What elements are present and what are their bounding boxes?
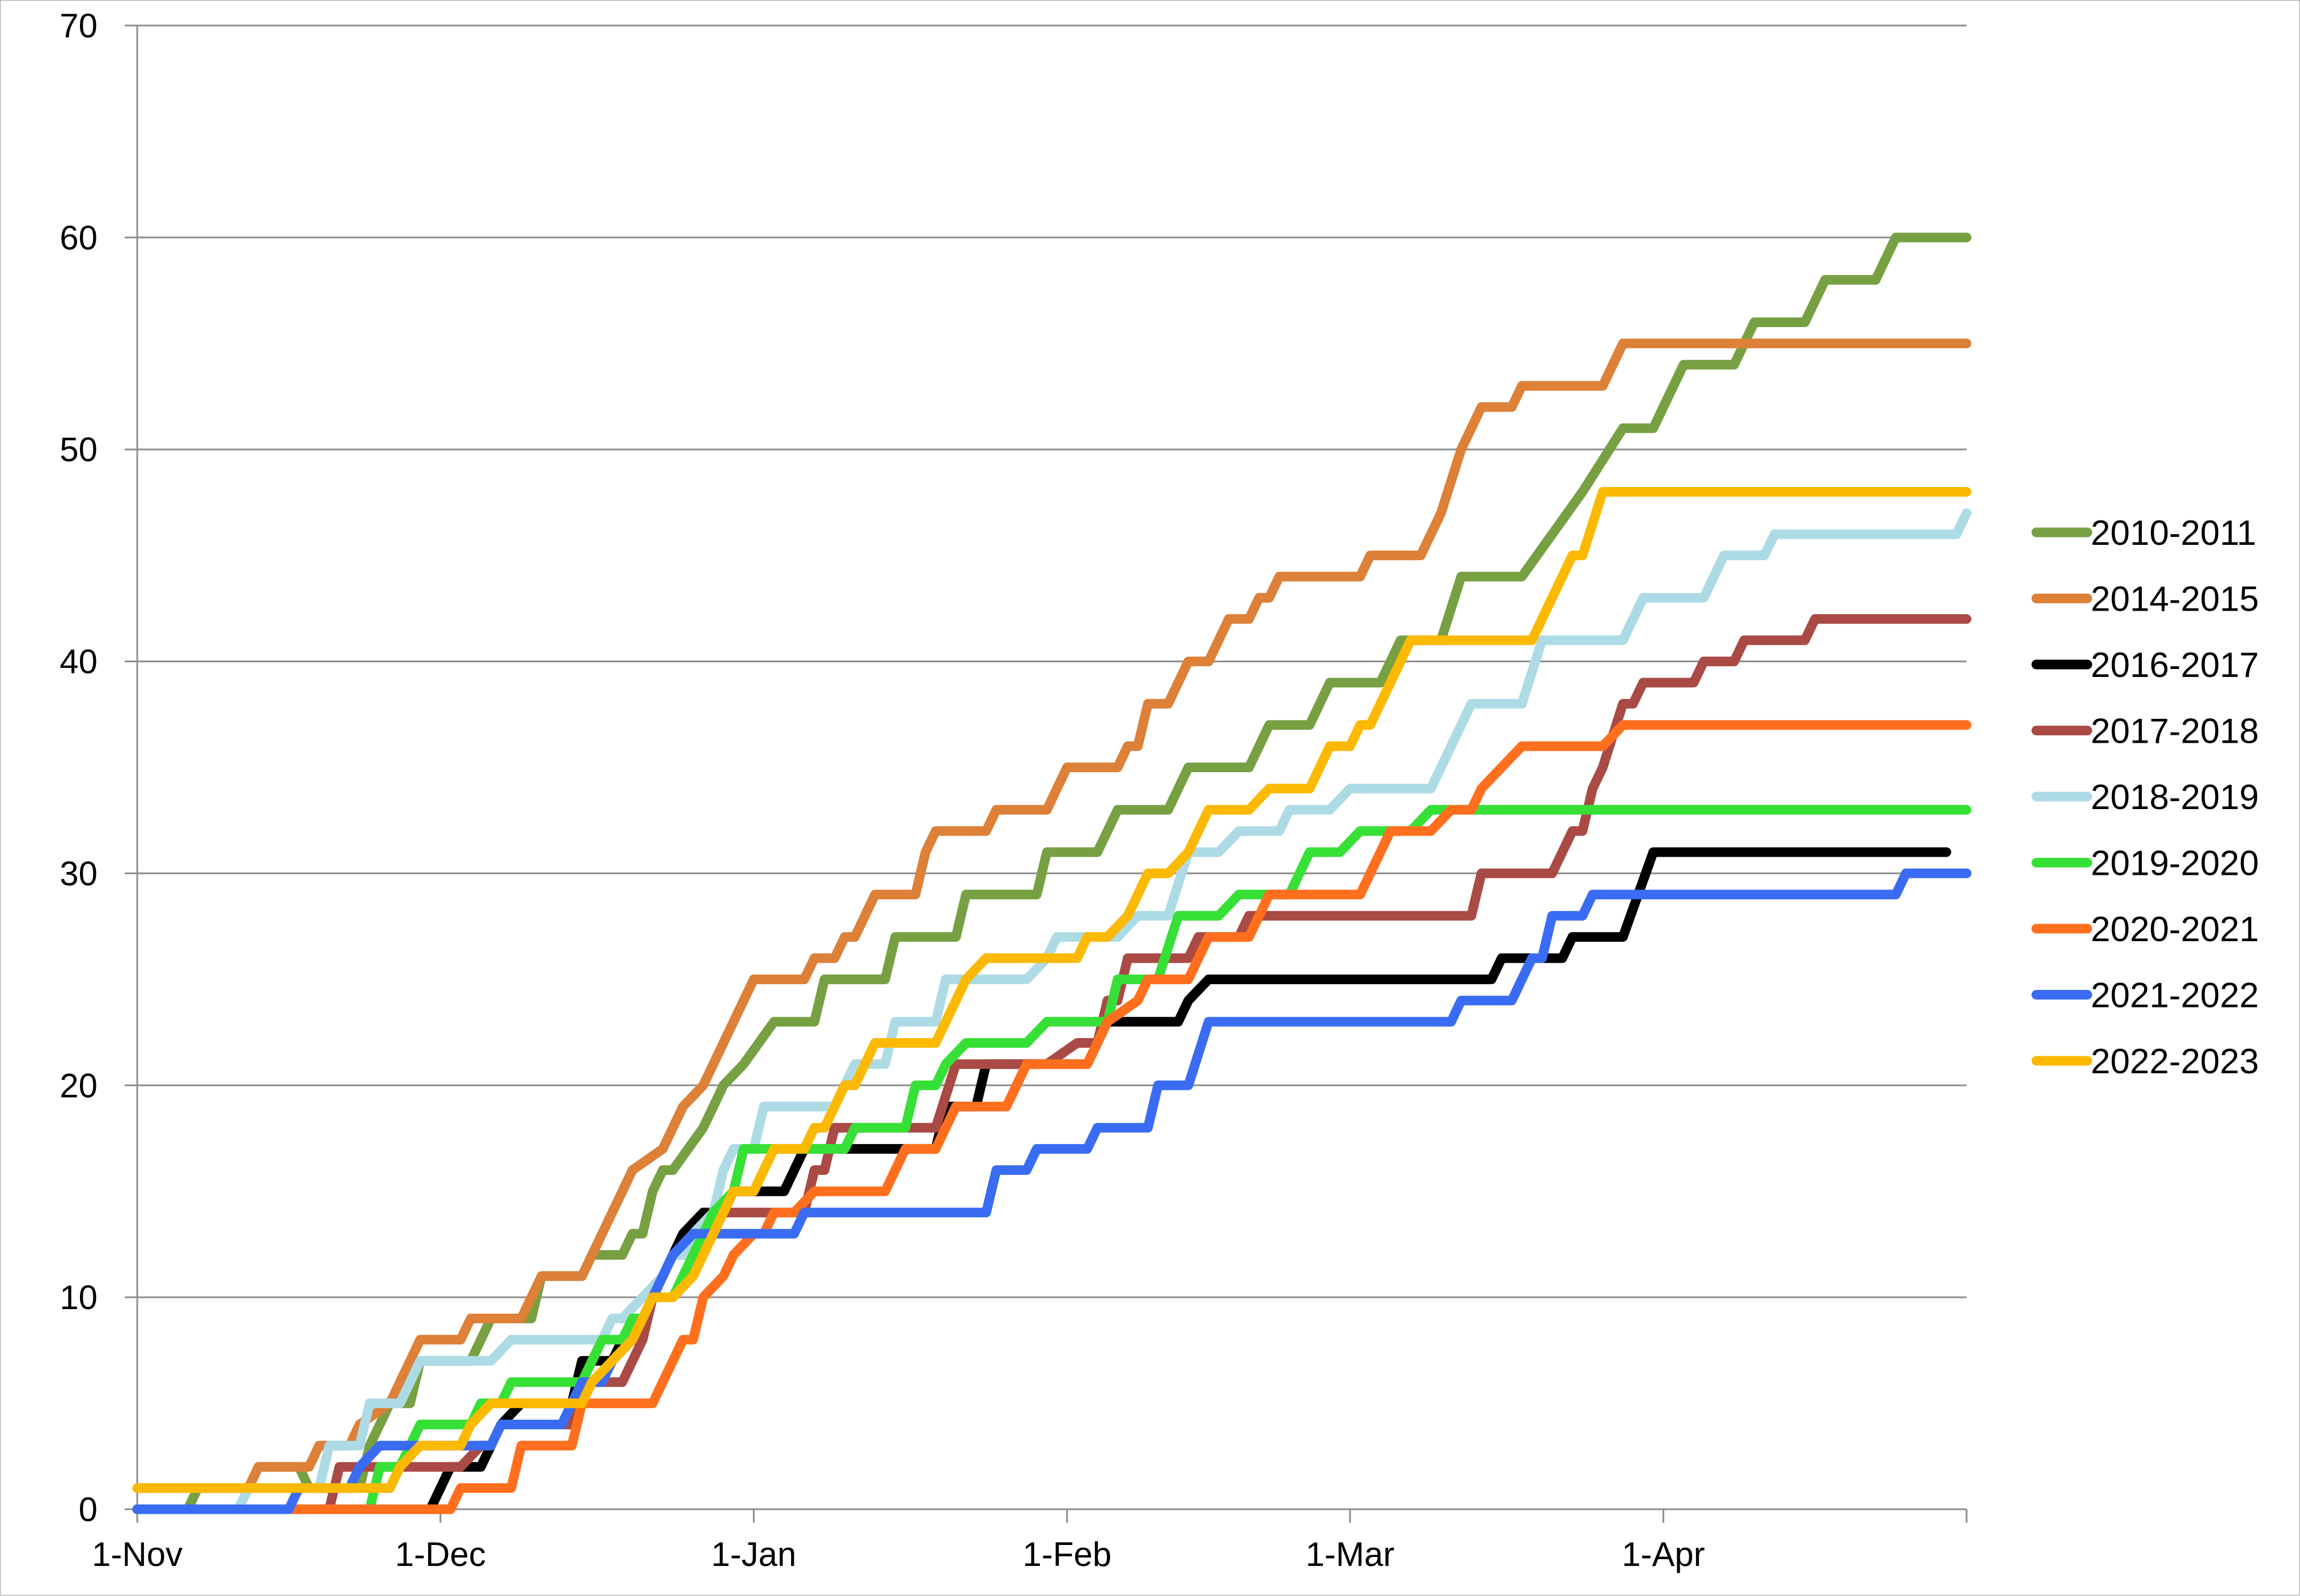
y-tick-label: 40 — [60, 643, 98, 681]
series-line-2016-2017 — [132, 847, 1951, 1514]
series-line-2020-2021 — [132, 720, 1972, 1514]
legend: 2010-2011 2014-2015 2016-2017 2017-2018 2018… — [2031, 514, 2259, 1081]
x-tick-label: 1-Nov — [92, 1535, 183, 1573]
x-tick-label: 1-Dec — [395, 1535, 486, 1573]
series-line-2021-2022 — [132, 868, 1972, 1514]
legend-label-2018-2019: 2018-2019 — [2091, 778, 2259, 817]
legend-label-2017-2018: 2017-2018 — [2091, 712, 2259, 751]
legend-label-2016-2017: 2016-2017 — [2091, 646, 2259, 685]
y-tick-label: 20 — [60, 1066, 98, 1104]
y-tick-label: 10 — [60, 1279, 98, 1316]
y-tick-label: 30 — [60, 854, 98, 892]
y-tick-label: 50 — [60, 431, 98, 469]
y-axis-tick-labels: 0 10 20 30 40 50 60 70 — [60, 7, 98, 1529]
horizontal-gridlines — [137, 24, 1967, 1298]
series-line-2014-2015 — [132, 338, 1972, 1493]
legend-label-2020-2021: 2020-2021 — [2091, 910, 2259, 949]
axes — [125, 24, 1968, 1523]
series-line-2022-2023 — [132, 487, 1972, 1493]
x-tick-label: 1-Jan — [711, 1535, 796, 1573]
x-tick-label: 1-Mar — [1305, 1535, 1394, 1573]
legend-label-2014-2015: 2014-2015 — [2091, 580, 2259, 619]
y-tick-label: 0 — [79, 1491, 98, 1529]
legend-label-2019-2020: 2019-2020 — [2091, 844, 2259, 883]
legend-label-2022-2023: 2022-2023 — [2091, 1042, 2259, 1081]
x-tick-label: 1-Apr — [1622, 1535, 1705, 1573]
legend-label-2021-2022: 2021-2022 — [2091, 976, 2259, 1015]
series-lines — [132, 232, 1972, 1514]
x-tick-label: 1-Feb — [1022, 1535, 1111, 1573]
series-line-2019-2020 — [132, 805, 1972, 1514]
y-tick-label: 70 — [60, 7, 98, 45]
x-axis-tick-labels: 1-Nov 1-Dec 1-Jan 1-Feb 1-Mar 1-Apr — [92, 1535, 1705, 1573]
y-tick-label: 60 — [60, 219, 98, 257]
legend-label-2010-2011: 2010-2011 — [2091, 514, 2256, 553]
